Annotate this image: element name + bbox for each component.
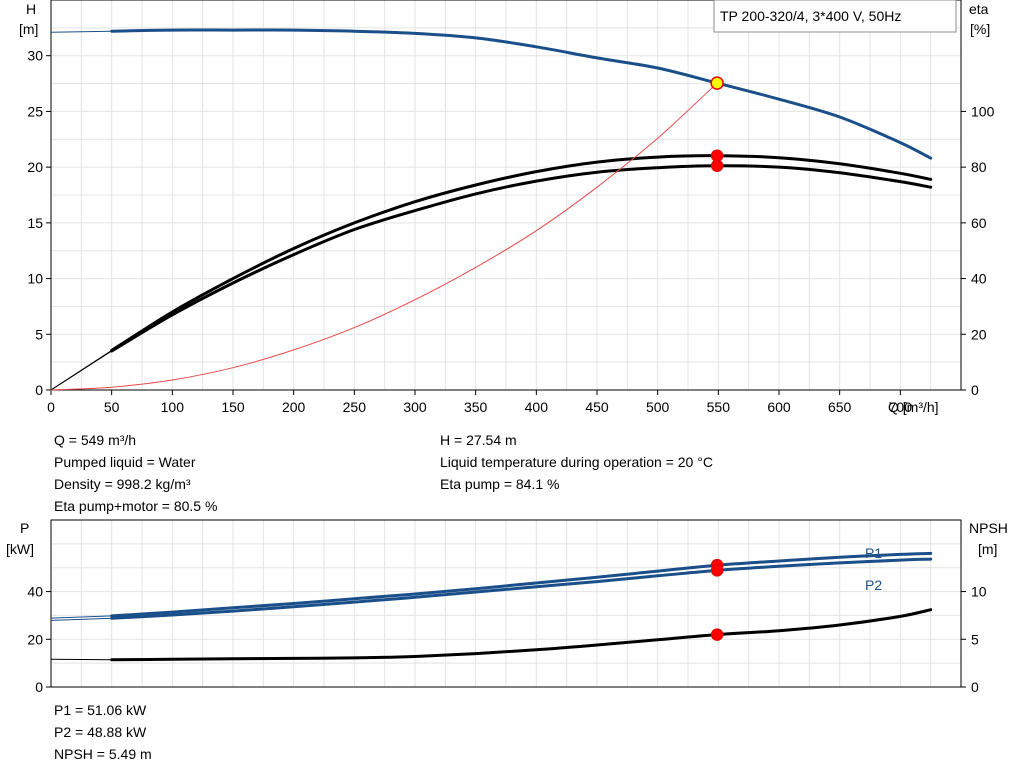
liquid-temperature-text: Liquid temperature during operation = 20… bbox=[440, 454, 713, 470]
info-panel-bottom: P1 = 51.06 kW P2 = 48.88 kW NPSH = 5.49 … bbox=[54, 699, 152, 765]
p2-text: P2 = 48.88 kW bbox=[54, 724, 147, 740]
grid-lines bbox=[51, 0, 961, 390]
y-left-tick-label: 25 bbox=[27, 103, 43, 119]
chart-title: TP 200-320/4, 3*400 V, 50Hz bbox=[720, 8, 901, 24]
y-axis-right-label-line1: eta bbox=[969, 1, 989, 17]
y-axis-right-ticks: 0 5 10 bbox=[961, 584, 987, 695]
y-right-tick-label: 100 bbox=[971, 103, 995, 119]
y-left-tick-label: 0 bbox=[35, 679, 43, 695]
x-tick-label: 200 bbox=[282, 399, 306, 415]
y-axis-left-ticks: 0 5 10 15 20 25 30 bbox=[27, 48, 51, 398]
y-right-tick-label: 20 bbox=[971, 326, 987, 342]
eta-pump-motor-text: Eta pump+motor = 80.5 % bbox=[54, 498, 218, 514]
grid-lines bbox=[51, 520, 961, 687]
head-text: H = 27.54 m bbox=[440, 432, 517, 448]
y-axis-right-ticks: 0 20 40 60 80 100 bbox=[961, 103, 995, 398]
operating-points bbox=[710, 76, 724, 172]
series-group bbox=[50, 28, 933, 391]
x-tick-label: 500 bbox=[646, 399, 670, 415]
series-label-p2: P2 bbox=[865, 577, 882, 593]
y-left-tick-label: 20 bbox=[27, 631, 43, 647]
x-tick-label: 50 bbox=[104, 399, 120, 415]
x-tick-label: 650 bbox=[828, 399, 852, 415]
series-0-line bbox=[110, 551, 933, 618]
y-right-tick-label: 60 bbox=[971, 215, 987, 231]
series-group bbox=[50, 551, 933, 662]
series-1-line bbox=[110, 557, 933, 620]
x-axis-ticks: 0 50 100 150 200 250 300 350 400 450 500 550 600 650 7… bbox=[47, 390, 912, 415]
x-tick-label: 0 bbox=[47, 399, 55, 415]
x-tick-label: 450 bbox=[585, 399, 609, 415]
npsh-text: NPSH = 5.49 m bbox=[54, 746, 152, 762]
y-axis-left-label-line1: P bbox=[20, 520, 29, 536]
y-axis-right-label-line2: [m] bbox=[978, 541, 997, 557]
series-0-extension bbox=[50, 615, 112, 619]
y-axis-right-label-line1: NPSH bbox=[969, 520, 1008, 536]
y-right-tick-label: 80 bbox=[971, 159, 987, 175]
power-npsh-plot: 0 20 40 0 5 10 P [kW] NPSH [m] P1 P2 bbox=[6, 519, 1008, 695]
info-panel-left: Q = 549 m³/h Pumped liquid = Water Densi… bbox=[54, 429, 217, 517]
series-2-extension bbox=[50, 658, 112, 661]
flow-rate-text: Q = 549 m³/h bbox=[54, 432, 137, 448]
y-right-tick-label: 0 bbox=[971, 382, 979, 398]
y-right-tick-label: 0 bbox=[971, 679, 979, 695]
x-tick-label: 550 bbox=[707, 399, 731, 415]
series-2-line bbox=[110, 608, 933, 662]
density-text: Density = 998.2 kg/m³ bbox=[54, 476, 191, 492]
plot-frame bbox=[50, 519, 962, 688]
x-tick-label: 700 bbox=[889, 399, 913, 415]
operating-point-marker bbox=[710, 159, 724, 172]
series-label-p1: P1 bbox=[865, 545, 882, 561]
x-tick-label: 400 bbox=[525, 399, 549, 415]
series-2-line bbox=[110, 164, 933, 353]
info-panel-right: H = 27.54 m Liquid temperature during op… bbox=[440, 429, 713, 495]
y-right-tick-label: 40 bbox=[971, 271, 987, 287]
series-0-extension bbox=[50, 30, 112, 33]
pumped-liquid-text: Pumped liquid = Water bbox=[54, 454, 196, 470]
operating-point-marker bbox=[710, 628, 724, 641]
x-tick-label: 350 bbox=[464, 399, 488, 415]
y-left-tick-label: 40 bbox=[27, 584, 43, 600]
y-left-tick-label: 0 bbox=[35, 382, 43, 398]
operating-point-marker bbox=[710, 76, 724, 90]
eta-pump-text: Eta pump = 84.1 % bbox=[440, 476, 560, 492]
series-1-extension bbox=[50, 617, 112, 621]
title-box bbox=[713, 0, 957, 33]
x-tick-label: 150 bbox=[221, 399, 245, 415]
y-left-tick-label: 20 bbox=[27, 159, 43, 175]
y-right-tick-label: 10 bbox=[971, 584, 987, 600]
y-left-tick-label: 30 bbox=[27, 48, 43, 64]
y-left-tick-label: 5 bbox=[35, 326, 43, 342]
operating-points bbox=[710, 558, 724, 641]
series-3-line bbox=[50, 82, 718, 391]
series-2-extension bbox=[50, 350, 112, 391]
y-right-tick-label: 5 bbox=[971, 631, 979, 647]
p1-text: P1 = 51.06 kW bbox=[54, 702, 147, 718]
y-axis-left-ticks: 0 20 40 bbox=[27, 584, 51, 695]
y-axis-left-label-line1: H bbox=[26, 1, 36, 17]
x-tick-label: 600 bbox=[767, 399, 791, 415]
plot-frame bbox=[50, 0, 962, 391]
series-1-line bbox=[110, 154, 933, 352]
y-left-tick-label: 15 bbox=[27, 215, 43, 231]
x-tick-label: 100 bbox=[161, 399, 185, 415]
head-efficiency-plot: 0 50 100 150 200 250 300 350 400 450 500 550 600 650 7… bbox=[19, 0, 995, 415]
y-axis-left-label-line2: [kW] bbox=[6, 541, 34, 557]
y-axis-left-label-line2: [m] bbox=[19, 21, 38, 37]
y-axis-right-label-line2: [%] bbox=[970, 21, 990, 37]
x-tick-label: 250 bbox=[343, 399, 367, 415]
x-tick-label: 300 bbox=[403, 399, 427, 415]
x-axis-label: Q [m³/h] bbox=[888, 399, 939, 415]
series-0-line bbox=[110, 28, 933, 160]
y-left-tick-label: 10 bbox=[27, 271, 43, 287]
operating-point-marker bbox=[710, 564, 724, 577]
